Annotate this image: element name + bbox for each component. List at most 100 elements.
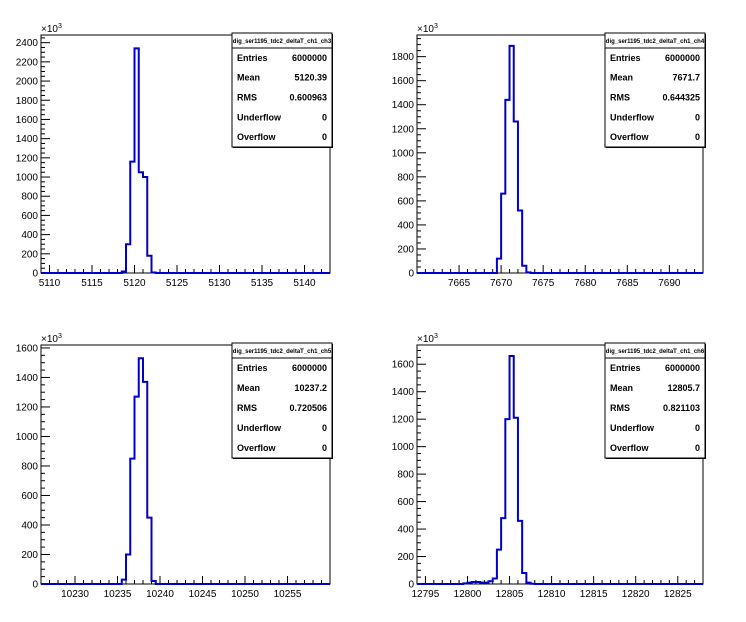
stats-row-value: 6000000 xyxy=(665,363,700,373)
y-tick-label: 800 xyxy=(397,470,414,481)
y-tick-label: 1200 xyxy=(392,124,415,135)
stats-row-value: 0 xyxy=(322,423,327,433)
x-tick-label: 12810 xyxy=(538,589,566,600)
y-tick-label: 800 xyxy=(21,461,38,472)
y-tick-label: 600 xyxy=(397,497,414,508)
y-tick-label: 1000 xyxy=(392,148,415,159)
x-tick-label: 12795 xyxy=(412,589,440,600)
stats-box: dig_ser1195_tdc2_deltaT_ch1_ch5 Entries 60… xyxy=(231,342,333,459)
y-tick-label: 400 xyxy=(21,230,38,241)
y-tick-label: 1600 xyxy=(16,343,39,354)
stats-box: dig_ser1195_tdc2_deltaT_ch1_ch3 Entries 60… xyxy=(231,32,333,148)
x-tick-label: 7685 xyxy=(616,278,639,289)
histogram-panel-3: 10230 10235 10240 10245 10250 10255 0 200 400 600… xyxy=(16,333,333,600)
y-tick-label: 600 xyxy=(397,196,414,207)
exponent-power: 3 xyxy=(434,23,438,30)
histogram-line xyxy=(41,357,330,585)
y-tick-label: 1200 xyxy=(16,402,39,413)
y-tick-label: 1200 xyxy=(392,415,415,426)
stats-row-name: Entries xyxy=(610,53,641,63)
stats-row-value: 0 xyxy=(322,132,327,142)
x-tick-label: 5110 xyxy=(39,278,61,289)
stats-row-name: Overflow xyxy=(610,132,650,142)
x-tick-label: 7670 xyxy=(490,278,513,289)
stats-title: dig_ser1195_tdc2_deltaT_ch1_ch3 xyxy=(233,39,332,45)
y-tick-label: 1800 xyxy=(392,52,415,63)
x-tick-label: 10245 xyxy=(189,589,217,600)
y-tick-label: 400 xyxy=(397,525,414,536)
stats-row-value: 0 xyxy=(695,112,700,122)
x-tick-label: 7665 xyxy=(448,278,471,289)
x-tick-label: 10235 xyxy=(104,589,132,600)
y-tick-label: 1600 xyxy=(392,76,415,87)
y-tick-label: 1000 xyxy=(16,432,39,443)
stats-row-name: Mean xyxy=(610,73,633,83)
stats-row-value: 5120.39 xyxy=(294,73,327,83)
stats-row-value: 0 xyxy=(695,132,700,142)
stats-title: dig_ser1195_tdc2_deltaT_ch1_ch6 xyxy=(606,349,705,355)
stats-row-value: 0.644325 xyxy=(662,93,700,103)
y-tick-label: 400 xyxy=(397,220,414,231)
stats-row-value: 7671.7 xyxy=(672,73,700,83)
histogram-line xyxy=(417,44,703,274)
stats-row-name: Overflow xyxy=(237,132,277,142)
y-exponent-label: ×103 xyxy=(417,23,438,35)
x-tick-label: 12825 xyxy=(664,589,692,600)
stats-title: dig_ser1195_tdc2_deltaT_ch1_ch4 xyxy=(606,39,705,45)
y-tick-label: 1400 xyxy=(392,387,415,398)
histogram-panel-1: 5110 5115 5120 5125 5130 5135 5140 0 200 400 600 80… xyxy=(16,23,333,289)
x-tick-label: 5120 xyxy=(123,278,146,289)
y-tick-label: 1600 xyxy=(16,115,39,126)
y-tick-label: 0 xyxy=(408,269,414,280)
stats-row-name: Underflow xyxy=(237,112,282,122)
stats-row-name: Mean xyxy=(237,73,260,83)
y-tick-label: 1400 xyxy=(16,134,39,145)
stats-box-frame xyxy=(231,32,333,148)
x-tick-label: 12815 xyxy=(580,589,608,600)
y-exponent-label: ×103 xyxy=(417,333,438,345)
y-tick-label: 1400 xyxy=(392,100,415,111)
stats-row-name: Overflow xyxy=(610,443,650,453)
stats-box-frame xyxy=(231,342,333,459)
y-tick-label: 2000 xyxy=(16,77,39,88)
stats-row-name: RMS xyxy=(610,403,630,413)
y-tick-label: 200 xyxy=(21,550,38,561)
y-tick-label: 2200 xyxy=(16,57,39,68)
exponent-power: 3 xyxy=(58,333,62,340)
exponent-power: 3 xyxy=(58,23,62,30)
stats-row-value: 0.821103 xyxy=(663,403,700,413)
stats-box: dig_ser1195_tdc2_deltaT_ch1_ch6 Entries 60… xyxy=(604,342,706,459)
stats-row-value: 0 xyxy=(322,443,327,453)
x-tick-label: 5135 xyxy=(251,278,274,289)
stats-row-name: Entries xyxy=(237,363,268,373)
y-tick-label: 400 xyxy=(21,520,38,531)
stats-row-name: Entries xyxy=(237,53,268,63)
stats-row-name: Mean xyxy=(610,383,633,393)
stats-row-name: RMS xyxy=(237,403,257,413)
stats-row-value: 6000000 xyxy=(292,363,327,373)
x-tick-label: 10230 xyxy=(61,589,89,600)
y-tick-label: 1600 xyxy=(392,360,415,371)
exponent-base: ×10 xyxy=(417,24,434,35)
stats-row-name: Underflow xyxy=(610,112,655,122)
y-tick-label: 2400 xyxy=(16,38,39,49)
x-tick-label: 10255 xyxy=(274,589,302,600)
histogram-panel-2: 7665 7670 7675 7680 7685 7690 0 200 400 600 800 100… xyxy=(392,23,706,289)
x-tick-label: 10250 xyxy=(231,589,259,600)
x-tick-label: 10240 xyxy=(146,589,174,600)
x-tick-label: 5130 xyxy=(208,278,231,289)
y-tick-label: 0 xyxy=(32,580,38,591)
stats-row-value: 6000000 xyxy=(292,53,327,63)
y-tick-label: 1400 xyxy=(16,373,39,384)
x-tick-label: 5125 xyxy=(166,278,189,289)
x-tick-label: 7690 xyxy=(658,278,681,289)
stats-row-name: Underflow xyxy=(237,423,282,433)
histogram-line xyxy=(41,47,330,274)
stats-row-value: 0.720506 xyxy=(289,403,327,413)
stats-row-value: 6000000 xyxy=(665,53,700,63)
exponent-power: 3 xyxy=(434,333,438,340)
y-tick-label: 800 xyxy=(21,192,38,203)
y-tick-label: 1000 xyxy=(392,442,415,453)
x-tick-label: 12800 xyxy=(454,589,482,600)
x-tick-label: 5115 xyxy=(81,278,103,289)
